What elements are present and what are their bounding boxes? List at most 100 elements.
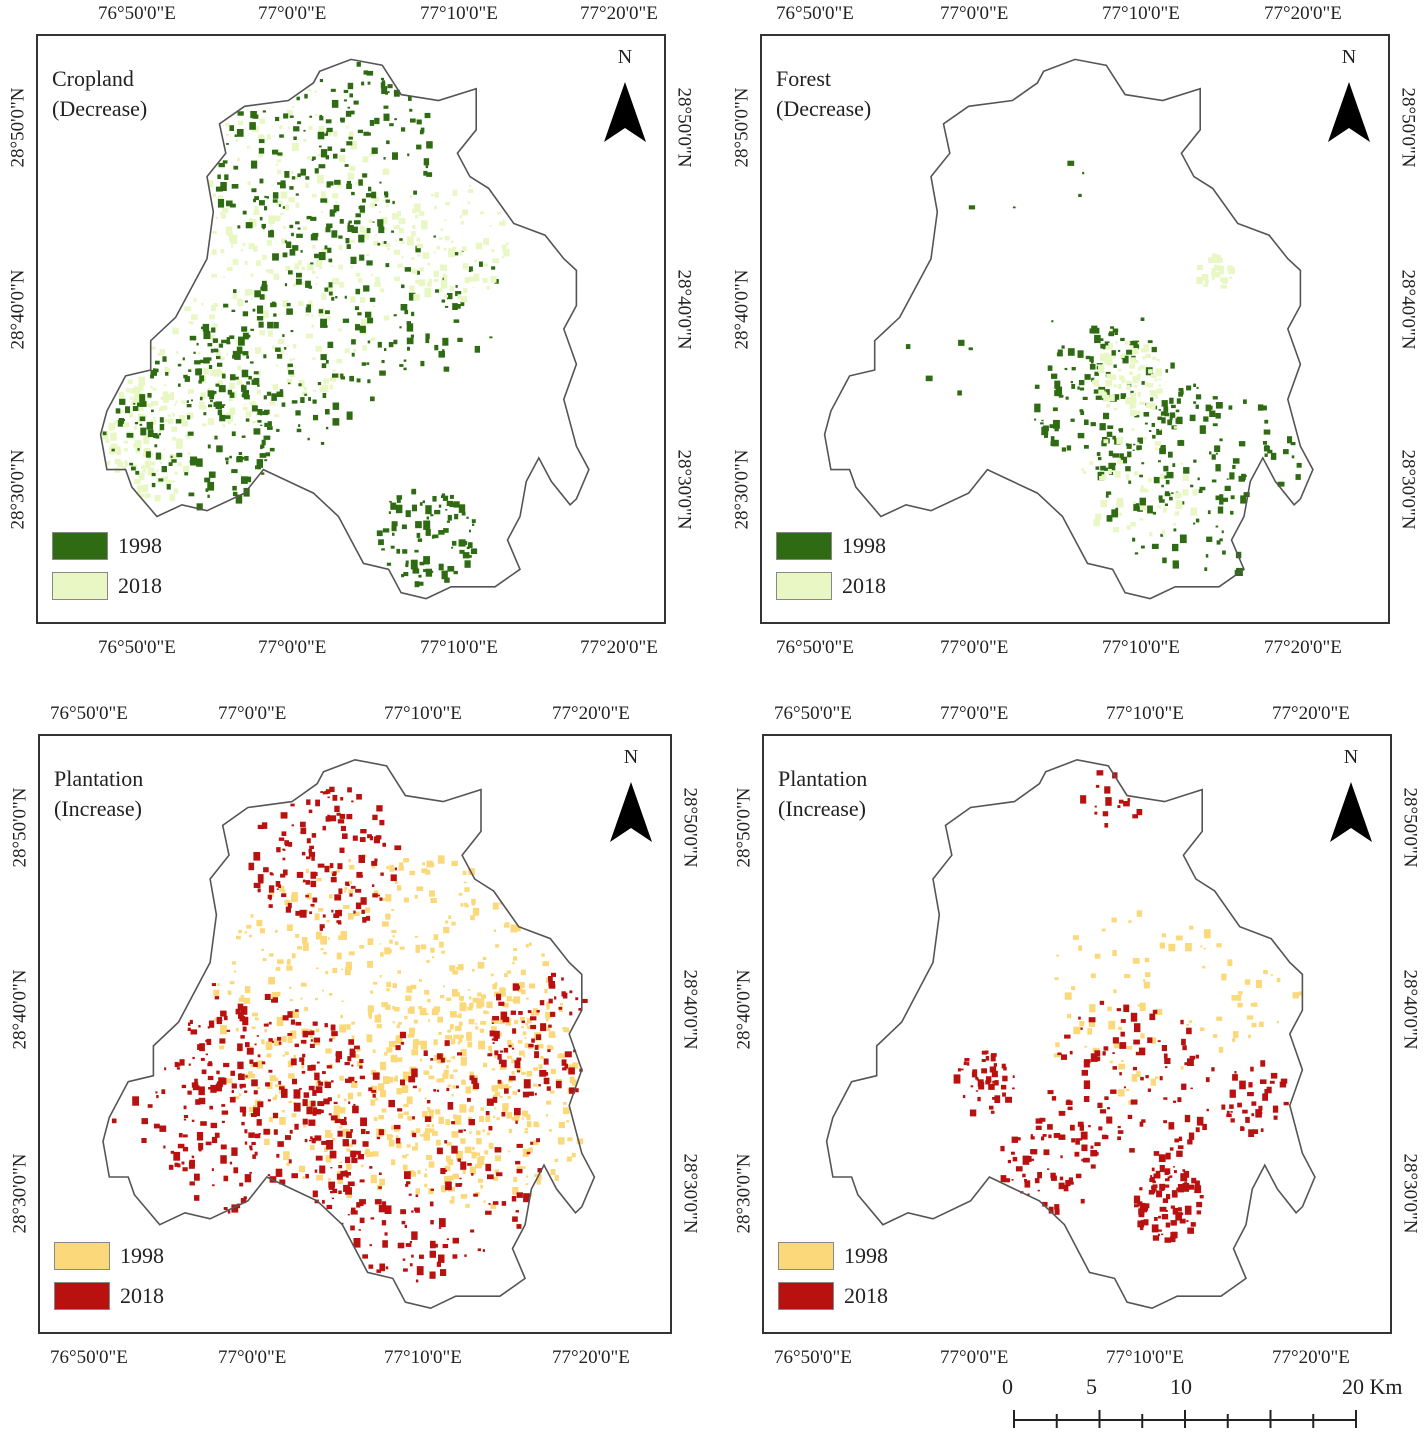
lon-tick-label: 77°10'0"E (1106, 1347, 1184, 1368)
land-cover-pixels (101, 62, 510, 588)
legend-label: 1998 (842, 533, 886, 558)
legend-swatch (54, 1282, 110, 1310)
lon-tick-label: 77°0'0"E (258, 3, 327, 24)
delhi-boundary (823, 58, 1314, 600)
lon-tick-label: 76°50'0"E (98, 637, 176, 658)
lon-tick-label: 77°10'0"E (1102, 637, 1180, 658)
lat-tick-label: 28°40'0"N (731, 269, 753, 350)
legend-swatch (54, 1242, 110, 1270)
scale-bar-label: 0 (1002, 1374, 1013, 1399)
lon-tick-label: 76°50'0"E (776, 637, 854, 658)
lon-tick-label: 77°10'0"E (384, 1347, 462, 1368)
lon-tick-label: 77°10'0"E (420, 637, 498, 658)
north-arrow-label: N (1343, 746, 1359, 768)
land-cover-pixels (953, 770, 1302, 1243)
legend-swatch (778, 1242, 834, 1270)
land-change-map (825, 758, 1316, 1310)
land-cover-pixels (111, 786, 588, 1283)
lon-tick-label: 76°50'0"E (50, 703, 128, 724)
lat-tick-label: 28°30'0"N (1399, 1153, 1421, 1234)
map-legend: 1998 2018 (52, 526, 162, 606)
lat-tick-label: 28°50'0"N (7, 87, 29, 168)
north-arrow: N (1326, 746, 1376, 846)
north-arrow: N (606, 746, 656, 846)
legend-item: 1998 (54, 1236, 164, 1276)
legend-label: 1998 (844, 1243, 888, 1268)
lon-tick-label: 77°0'0"E (218, 703, 287, 724)
map-panel: Plantation (Increase) N 1998 2018 (762, 734, 1392, 1334)
delhi-boundary (99, 58, 590, 600)
legend-item: 1998 (778, 1236, 888, 1276)
map-panel: Cropland (Decrease) N 1998 2018 (36, 34, 666, 624)
lat-tick-label: 28°30'0"N (7, 449, 29, 530)
lon-tick-label: 77°0'0"E (258, 637, 327, 658)
lon-tick-label: 77°10'0"E (1106, 703, 1184, 724)
legend-item: 2018 (52, 566, 162, 606)
map-panel: Forest (Decrease) N 1998 2018 (760, 34, 1390, 624)
lat-tick-label: 28°30'0"N (679, 1153, 701, 1234)
lon-tick-label: 76°50'0"E (776, 3, 854, 24)
lat-tick-label: 28°30'0"N (673, 449, 695, 530)
legend-swatch (778, 1282, 834, 1310)
legend-label: 2018 (842, 573, 886, 598)
legend-item: 1998 (52, 526, 162, 566)
map-legend: 1998 2018 (776, 526, 886, 606)
scale-bar-label: 10 (1170, 1374, 1192, 1399)
lon-tick-label: 77°0'0"E (218, 1347, 287, 1368)
lat-tick-label: 28°30'0"N (731, 449, 753, 530)
lon-tick-label: 77°10'0"E (1102, 3, 1180, 24)
map-legend: 1998 2018 (54, 1236, 164, 1316)
north-arrow-icon (1328, 82, 1370, 142)
lat-tick-label: 28°30'0"N (733, 1153, 755, 1234)
lon-tick-label: 77°20'0"E (552, 1347, 630, 1368)
lon-tick-label: 77°10'0"E (420, 3, 498, 24)
legend-label: 2018 (120, 1283, 164, 1308)
north-arrow-icon (1330, 782, 1372, 842)
delhi-boundary (825, 758, 1316, 1310)
legend-label: 1998 (118, 533, 162, 558)
legend-label: 2018 (844, 1283, 888, 1308)
map-panel: Plantation (Increase) N 1998 2018 (38, 734, 672, 1334)
panel-title-line2: (Decrease) (776, 96, 872, 121)
scale-bar-line (1013, 1410, 1357, 1428)
panel-title: Plantation (Increase) (54, 764, 143, 824)
lat-tick-label: 28°50'0"N (1399, 787, 1421, 868)
lon-tick-label: 76°50'0"E (50, 1347, 128, 1368)
lat-tick-label: 28°30'0"N (9, 1153, 31, 1234)
lat-tick-label: 28°50'0"N (733, 787, 755, 868)
lat-tick-label: 28°40'0"N (9, 969, 31, 1050)
lon-tick-label: 77°20'0"E (580, 3, 658, 24)
north-arrow-label: N (617, 46, 633, 68)
panel-title-line2: (Increase) (778, 796, 866, 821)
lon-tick-label: 77°20'0"E (1264, 3, 1342, 24)
lat-tick-label: 28°50'0"N (673, 87, 695, 168)
lat-tick-label: 28°40'0"N (673, 269, 695, 350)
north-arrow-label: N (623, 746, 639, 768)
panel-title-line2: (Increase) (54, 796, 142, 821)
legend-item: 2018 (54, 1276, 164, 1316)
lat-tick-label: 28°50'0"N (9, 787, 31, 868)
legend-item: 1998 (776, 526, 886, 566)
lat-tick-label: 28°40'0"N (1399, 969, 1421, 1050)
panel-title-line1: Cropland (52, 66, 134, 91)
map-legend: 1998 2018 (778, 1236, 888, 1316)
panel-title: Cropland (Decrease) (52, 64, 147, 124)
lon-tick-label: 77°0'0"E (940, 703, 1009, 724)
land-cover-pixels (905, 160, 1302, 576)
lat-tick-label: 28°40'0"N (679, 969, 701, 1050)
lat-tick-label: 28°40'0"N (1397, 269, 1419, 350)
lat-tick-label: 28°50'0"N (679, 787, 701, 868)
panel-title: Forest (Decrease) (776, 64, 871, 124)
lat-tick-label: 28°50'0"N (731, 87, 753, 168)
north-arrow: N (600, 46, 650, 146)
scale-bar-label: 20 Km (1342, 1374, 1403, 1399)
lon-tick-label: 77°0'0"E (940, 3, 1009, 24)
lon-tick-label: 77°20'0"E (580, 637, 658, 658)
panel-title: Plantation (Increase) (778, 764, 867, 824)
north-arrow-icon (610, 782, 652, 842)
land-change-map (102, 758, 596, 1310)
delhi-boundary (102, 758, 596, 1310)
scale-bar-label: 5 (1086, 1374, 1097, 1399)
lon-tick-label: 77°0'0"E (940, 637, 1009, 658)
land-change-map (99, 58, 590, 600)
